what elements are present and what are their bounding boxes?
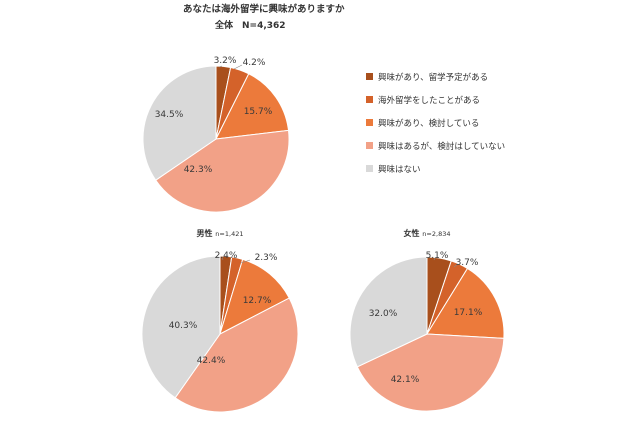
legend-item: 興味はない [366,164,421,175]
legend-item: 海外留学をしたことがある [366,95,480,106]
data-label: 15.7% [244,107,273,117]
legend-swatch [366,142,373,149]
legend-label: 海外留学をしたことがある [378,95,480,106]
data-label: 17.1% [454,308,483,318]
pie-slice [174,297,299,413]
legend-item: 興味はあるが、検討はしていない [366,141,505,152]
label-leader-line [221,256,224,261]
label-leader-line [218,65,223,68]
data-label: 32.0% [369,309,398,319]
pie-female: 5.1% 3.7% 17.1% 42.1% 32.0% 女性 n=2,834 [349,228,505,412]
pie-slice [215,73,290,140]
legend-swatch [366,165,373,172]
legend-label: 興味はあるが、検討はしていない [378,141,505,152]
data-label: 2.4% [215,251,238,261]
legend-label: 興味はない [378,164,421,175]
label-leader-line [233,64,243,70]
label-leader-line [433,257,436,261]
legend-swatch [366,73,373,80]
legend-swatch [366,119,373,126]
legend-item: 興味があり、検討している [366,118,479,129]
data-label: 3.7% [456,258,479,268]
pie-slice [356,333,505,412]
label-leader-line [453,263,459,268]
data-label: 42.4% [197,356,226,366]
pie-overall: 3.2% 4.2% 15.7% 42.3% 34.5% [142,56,290,213]
pie-male: 2.4% 2.3% 12.7% 42.4% 40.3% 男性 n=1,421 [141,228,299,413]
pie-heading: 女性 n=2,834 [404,228,451,238]
pie-slice [349,256,428,368]
data-label: 5.1% [426,251,449,261]
data-label: 3.2% [214,56,237,66]
legend-label: 興味があり、検討している [378,118,479,129]
pie-slice [142,65,217,181]
pie-slice [141,255,221,399]
chart-title: あなたは海外留学に興味がありますか [183,3,345,15]
data-label: 42.3% [184,165,213,175]
legend-label: 興味があり、留学予定がある [378,72,488,83]
legend-swatch [366,96,373,103]
data-label: 2.3% [255,253,278,263]
pie-slice [426,267,505,339]
legend-item: 興味があり、留学予定がある [366,72,488,83]
pie-heading: 男性 n=1,421 [197,228,244,238]
chart-legend: 興味があり、留学予定がある海外留学をしたことがある興味があり、検討している興味は… [366,72,505,175]
pie-slice [155,129,290,213]
data-label: 4.2% [243,58,266,68]
pie-slice [219,258,290,335]
data-label: 40.3% [169,321,198,331]
data-label: 12.7% [243,296,272,306]
chart-subtitle: 全体 N=4,362 [214,19,286,31]
data-label: 42.1% [391,375,420,385]
data-label: 34.5% [155,110,184,120]
label-leader-line [240,259,251,264]
pie-charts: 3.2% 4.2% 15.7% 42.3% 34.5% 2.4% 2.3% 12.7% 42.4… [141,56,505,413]
